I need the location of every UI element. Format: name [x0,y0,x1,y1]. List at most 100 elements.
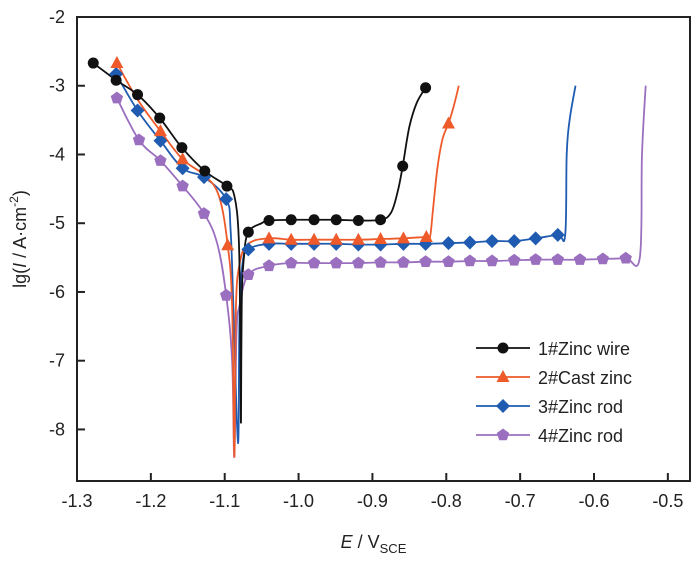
series-line-1-zinc-wire [92,62,427,424]
x-axis-title-subscript: SCE [380,541,407,556]
data-point-2-cast-zinc [374,232,388,245]
data-point-1-zinc-wire [285,214,297,226]
legend-label: 4#Zinc rod [538,426,623,446]
data-point-3-zinc-rod [130,103,145,118]
data-point-4-zinc-rod [352,256,365,269]
data-point-3-zinc-rod [441,236,456,251]
data-point-4-zinc-rod [285,256,298,269]
data-point-3-zinc-rod [219,192,234,207]
series-markers [87,56,632,301]
data-point-1-zinc-wire [242,226,254,238]
data-point-3-zinc-rod [175,161,190,176]
plot-frame [76,16,691,482]
y-tick-label: -8 [49,419,65,439]
legend-item-1-zinc-wire: 1#Zinc wire [476,339,630,359]
data-point-2-cast-zinc [176,152,190,165]
data-point-3-zinc-rod [241,242,256,257]
x-tick-label: -0.5 [652,491,683,511]
data-point-1-zinc-wire [154,112,166,124]
data-point-1-zinc-wire [199,165,211,177]
data-point-4-zinc-rod [132,133,146,146]
data-point-4-zinc-rod [110,91,124,104]
x-axis: -1.3 -1.2 -1.1 -1.0 -0.9 -0.8 -0.7 -0.6 -0.5 [61,473,683,511]
legend: 1#Zinc wire 2#Cast zinc 3#Zinc rod 4#Zinc r… [476,339,632,446]
y-axis-title-suffix: ) [10,190,30,196]
x-axis-title-symbol: E [341,532,354,552]
y-axis-title-unit: / A·cm [10,207,30,263]
y-axis-title-prefix: lg( [10,268,30,288]
x-tick-label: -0.7 [505,491,536,511]
data-point-2-cast-zinc [221,238,235,251]
data-point-4-zinc-rod [242,268,255,280]
x-tick-label: -0.6 [578,491,609,511]
y-axis: -2 -3 -4 -5 -6 -7 -8 [49,7,85,439]
legend-marker-circle-icon [497,342,509,354]
data-point-4-zinc-rod [596,252,609,265]
series-line-2-cast-zinc [116,62,460,458]
data-point-2-cast-zinc [419,229,433,242]
legend-item-3-zinc-rod: 3#Zinc rod [476,397,623,417]
data-point-3-zinc-rod [462,235,477,250]
data-point-4-zinc-rod [551,253,564,265]
data-point-4-zinc-rod [485,254,499,267]
legend-marker-diamond-icon [496,399,510,413]
data-point-1-zinc-wire [87,57,99,69]
series-line-3-zinc-rod [115,73,577,445]
data-point-4-zinc-rod [508,253,521,266]
data-point-2-cast-zinc [329,232,343,245]
data-point-4-zinc-rod [330,256,343,269]
data-point-2-cast-zinc [153,124,167,137]
legend-label: 2#Cast zinc [538,368,632,388]
x-tick-label: -1.1 [209,491,240,511]
x-tick-label: -1.3 [61,491,92,511]
data-point-4-zinc-rod [154,154,167,166]
data-point-4-zinc-rod [529,253,542,265]
data-point-1-zinc-wire [420,82,432,94]
legend-label: 3#Zinc rod [538,397,623,417]
legend-item-2-cast-zinc: 2#Cast zinc [476,368,632,388]
x-tick-label: -0.9 [357,491,388,511]
y-tick-label: -5 [49,213,65,233]
y-tick-label: -3 [49,76,65,96]
data-point-4-zinc-rod [197,207,211,219]
data-point-4-zinc-rod [374,255,387,268]
data-point-1-zinc-wire [221,180,233,192]
x-axis-title: E / VSCE [341,532,407,556]
data-point-3-zinc-rod [485,234,500,249]
data-point-4-zinc-rod [397,255,410,268]
data-point-4-zinc-rod [463,254,477,267]
legend-marker-triangle-icon [496,370,510,382]
data-point-4-zinc-rod [573,253,587,265]
data-point-2-cast-zinc [396,231,410,244]
data-point-2-cast-zinc [284,232,298,245]
data-point-3-zinc-rod [550,227,565,242]
x-axis-title-unit: / V [353,532,380,552]
data-point-1-zinc-wire [308,214,320,226]
legend-marker-pentagon-icon [496,428,510,441]
y-tick-label: -7 [49,351,65,371]
x-tick-label: -1.2 [135,491,166,511]
data-point-4-zinc-rod [176,179,189,192]
data-point-4-zinc-rod [619,251,632,264]
data-point-2-cast-zinc [351,232,365,245]
data-point-1-zinc-wire [330,214,342,226]
data-point-4-zinc-rod [419,255,432,267]
data-point-1-zinc-wire [263,214,275,226]
y-tick-label: -2 [49,7,65,27]
data-point-3-zinc-rod [528,231,543,246]
data-point-4-zinc-rod [220,288,233,301]
data-point-2-cast-zinc [110,56,124,69]
legend-item-4-zinc-rod: 4#Zinc rod [476,426,623,446]
x-tick-label: -1.0 [283,491,314,511]
data-point-2-cast-zinc [262,231,276,244]
data-point-2-cast-zinc [441,116,455,129]
data-point-1-zinc-wire [352,214,364,226]
data-point-4-zinc-rod [262,259,276,272]
data-point-1-zinc-wire [132,89,144,101]
data-point-1-zinc-wire [375,214,387,226]
data-point-4-zinc-rod [442,255,455,267]
data-point-2-cast-zinc [307,232,321,245]
y-axis-title-symbol: I [10,263,30,268]
y-axis-title-superscript: -2 [7,196,21,207]
